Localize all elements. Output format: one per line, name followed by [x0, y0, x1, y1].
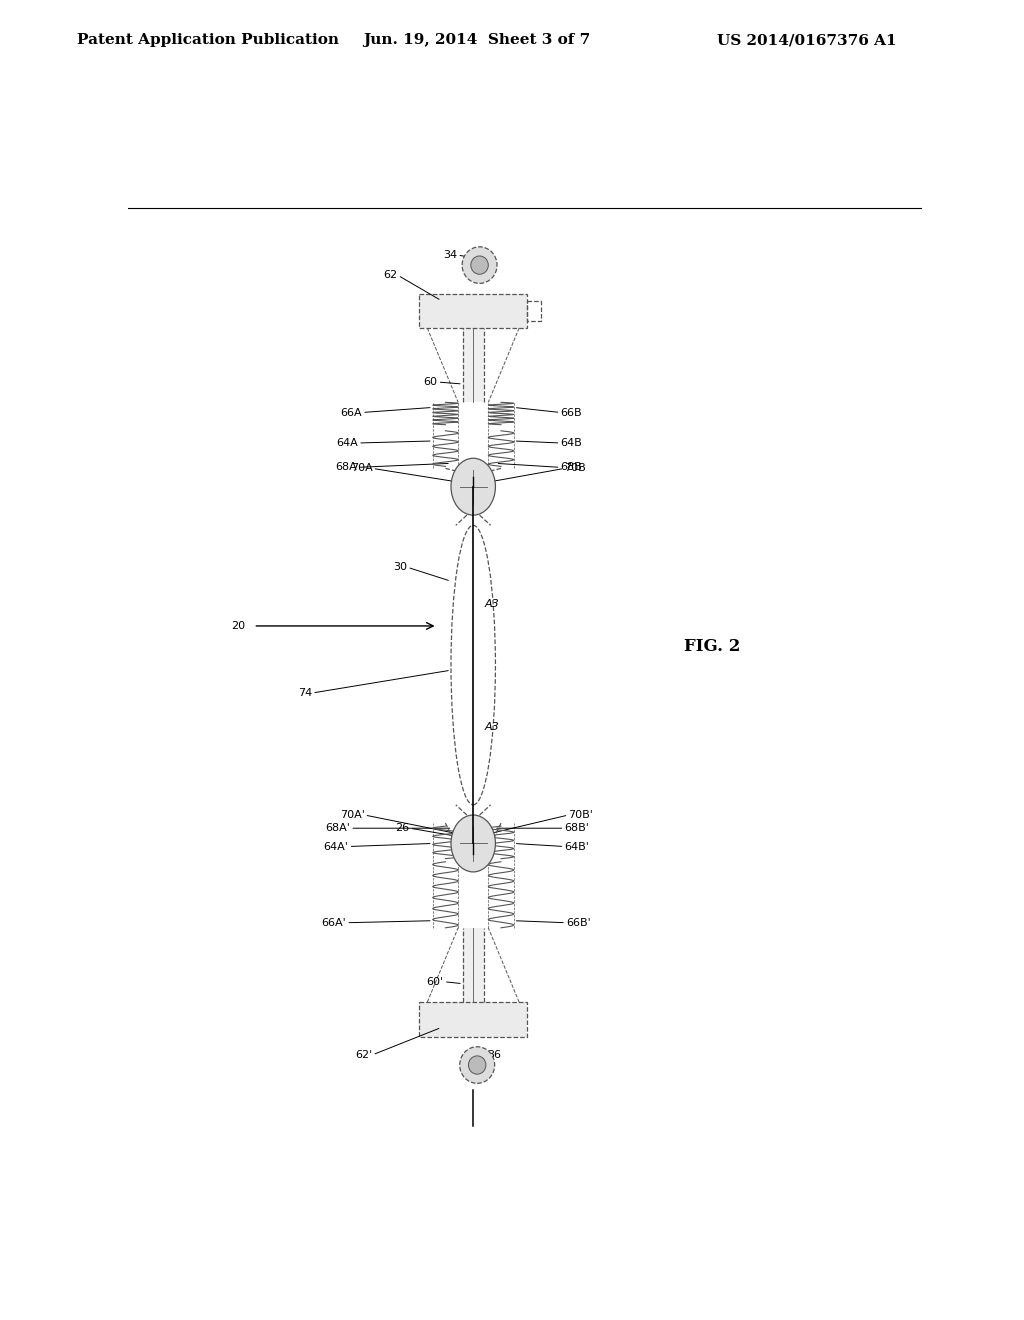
Text: 70A: 70A [350, 463, 373, 474]
Ellipse shape [460, 1047, 495, 1084]
Text: Patent Application Publication: Patent Application Publication [77, 33, 339, 48]
Text: 68A': 68A' [326, 824, 350, 833]
Text: 30: 30 [393, 562, 408, 573]
Ellipse shape [451, 814, 496, 873]
Text: 64A: 64A [337, 438, 358, 447]
Text: A3: A3 [484, 598, 499, 609]
Text: 68A: 68A [335, 462, 356, 473]
Text: 64B: 64B [560, 438, 583, 447]
Text: 34: 34 [443, 249, 458, 260]
Text: 74: 74 [298, 688, 312, 698]
Text: 68B: 68B [560, 462, 583, 473]
Text: Jun. 19, 2014  Sheet 3 of 7: Jun. 19, 2014 Sheet 3 of 7 [364, 33, 591, 48]
FancyBboxPatch shape [419, 293, 527, 329]
Text: 68B': 68B' [564, 824, 590, 833]
Text: FIG. 2: FIG. 2 [684, 638, 740, 655]
FancyBboxPatch shape [419, 1002, 527, 1036]
Bar [463, 329, 483, 403]
Text: 70A': 70A' [340, 810, 365, 820]
Text: 62': 62' [355, 1049, 373, 1060]
Text: 64B': 64B' [564, 842, 590, 851]
Text: 66A': 66A' [322, 917, 346, 928]
Ellipse shape [468, 1056, 486, 1074]
Text: 66B: 66B [560, 408, 582, 417]
Text: 60: 60 [424, 378, 437, 387]
Text: 36: 36 [487, 1049, 502, 1060]
Text: 26: 26 [395, 824, 410, 833]
Text: 62: 62 [384, 271, 397, 280]
Ellipse shape [462, 247, 497, 284]
Ellipse shape [451, 458, 496, 515]
Text: A3: A3 [484, 722, 499, 731]
Text: 66A: 66A [341, 408, 362, 417]
Text: 70B: 70B [564, 463, 586, 474]
Bar [463, 928, 483, 1002]
Text: 64A': 64A' [324, 842, 348, 851]
Text: US 2014/0167376 A1: US 2014/0167376 A1 [717, 33, 896, 48]
Text: 20: 20 [231, 620, 246, 631]
Ellipse shape [471, 256, 488, 275]
Text: 66B': 66B' [566, 917, 591, 928]
Text: 60': 60' [427, 977, 443, 986]
Text: 70B': 70B' [568, 810, 593, 820]
